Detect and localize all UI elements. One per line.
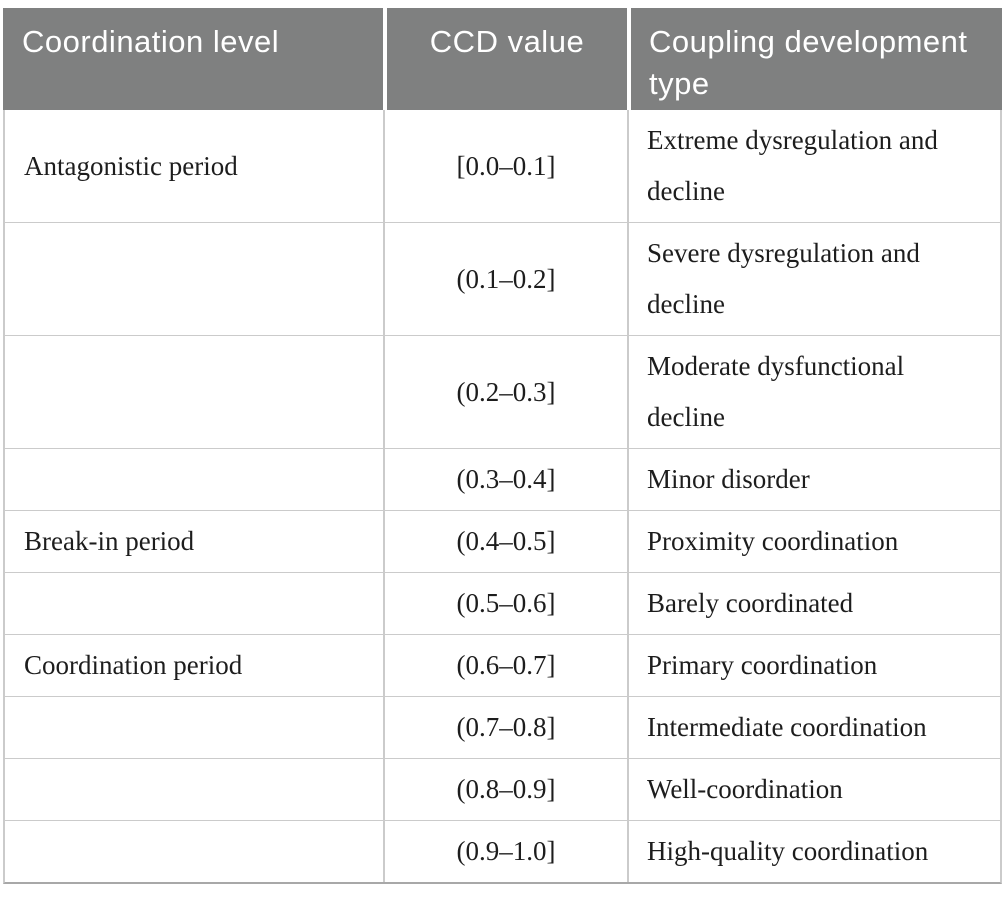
- cell-coupling-development-type: Severe dysregulation and decline: [627, 223, 1000, 335]
- table-row: (0.1–0.2] Severe dysregulation and decli…: [5, 223, 1000, 336]
- cell-coupling-development-type: Barely coordinated: [627, 573, 1000, 634]
- cell-coupling-development-type: Intermediate coordination: [627, 697, 1000, 758]
- cell-coordination-level: Coordination period: [24, 650, 243, 680]
- cell-coupling-development-type: Minor disorder: [627, 449, 1000, 510]
- cell-ccd-value: (0.7–0.8]: [383, 697, 627, 758]
- header-ccd-value: CCD value: [383, 8, 627, 110]
- cell-coordination-level: [5, 449, 383, 510]
- cell-ccd-value: (0.3–0.4]: [383, 449, 627, 510]
- cell-ccd-value: (0.1–0.2]: [383, 223, 627, 335]
- cell-coupling-development-type: Proximity coordination: [627, 511, 1000, 572]
- header-coordination-level: Coordination level: [3, 8, 383, 110]
- cell-coordination-level: Antagonistic period: [24, 150, 238, 181]
- cell-coupling-development-type: Moderate dysfunctional decline: [627, 336, 1000, 448]
- cell-ccd-value: (0.4–0.5]: [383, 511, 627, 572]
- cell-coupling-development-type: Well-coordination: [627, 759, 1000, 820]
- cell-coordination-level: Break-in period: [24, 526, 195, 556]
- table-body: Antagonistic period [0.0–0.1] Extreme dy…: [3, 110, 1002, 884]
- cell-coupling-development-type: Primary coordination: [627, 635, 1000, 696]
- table-row: Antagonistic period [0.0–0.1] Extreme dy…: [5, 110, 1000, 223]
- table-header-row: Coordination level CCD value Coupling de…: [3, 8, 1002, 110]
- table-row: (0.7–0.8] Intermediate coordination: [5, 697, 1000, 759]
- table-row: (0.8–0.9] Well-coordination: [5, 759, 1000, 821]
- coordination-table: Coordination level CCD value Coupling de…: [3, 8, 1002, 884]
- cell-ccd-value: (0.9–1.0]: [383, 821, 627, 882]
- table-row: Break-in period (0.4–0.5] Proximity coor…: [5, 511, 1000, 573]
- cell-ccd-value: (0.5–0.6]: [383, 573, 627, 634]
- cell-coordination-level: [5, 573, 383, 634]
- cell-coupling-development-type: Extreme dysregulation and decline: [627, 110, 1000, 222]
- cell-coordination-level: [5, 697, 383, 758]
- table-row: (0.2–0.3] Moderate dysfunctional decline: [5, 336, 1000, 449]
- cell-ccd-value: (0.2–0.3]: [383, 336, 627, 448]
- cell-ccd-value: [0.0–0.1]: [383, 110, 627, 222]
- table-row: (0.9–1.0] High-quality coordination: [5, 821, 1000, 882]
- cell-ccd-value: (0.8–0.9]: [383, 759, 627, 820]
- cell-coupling-development-type: High-quality coordination: [627, 821, 1000, 882]
- table-row: (0.5–0.6] Barely coordinated: [5, 573, 1000, 635]
- header-coupling-development-type: Coupling development type: [627, 8, 1002, 110]
- cell-coordination-level: [5, 821, 383, 882]
- table-row: (0.3–0.4] Minor disorder: [5, 449, 1000, 511]
- cell-coordination-level: [5, 759, 383, 820]
- cell-ccd-value: (0.6–0.7]: [383, 635, 627, 696]
- table-row: Coordination period (0.6–0.7] Primary co…: [5, 635, 1000, 697]
- cell-coordination-level: [5, 336, 383, 448]
- cell-coordination-level: [5, 223, 383, 335]
